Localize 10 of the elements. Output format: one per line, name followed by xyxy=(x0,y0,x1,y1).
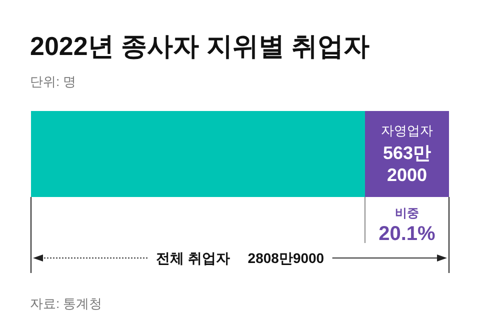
series-label: 자영업자 xyxy=(380,123,433,138)
text: 전체 취업자 xyxy=(156,250,230,266)
chart-subtitle: 단위: 명 xyxy=(30,74,76,89)
text: 자료: 통계청 xyxy=(30,296,102,311)
chart-title: 2022년 종사자 지위별 취업자 xyxy=(30,31,370,61)
annotation: 563만 xyxy=(382,143,432,163)
text: 2808만9000 xyxy=(248,250,324,266)
text: 20.1% xyxy=(378,223,436,245)
annotation: 2000 xyxy=(386,165,428,185)
text: 비중 xyxy=(394,206,419,220)
